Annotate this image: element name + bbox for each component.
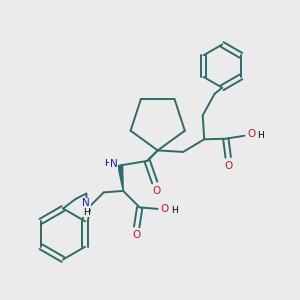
Polygon shape <box>118 165 123 191</box>
Text: O: O <box>247 129 255 139</box>
Text: O: O <box>160 204 168 214</box>
Text: H: H <box>256 131 263 140</box>
Text: N: N <box>110 159 118 169</box>
Text: H: H <box>83 208 90 217</box>
Text: O: O <box>224 161 232 171</box>
Text: O: O <box>152 186 160 196</box>
Text: H: H <box>171 206 178 215</box>
Text: N: N <box>82 198 90 208</box>
Text: O: O <box>133 230 141 240</box>
Text: H: H <box>104 159 111 168</box>
